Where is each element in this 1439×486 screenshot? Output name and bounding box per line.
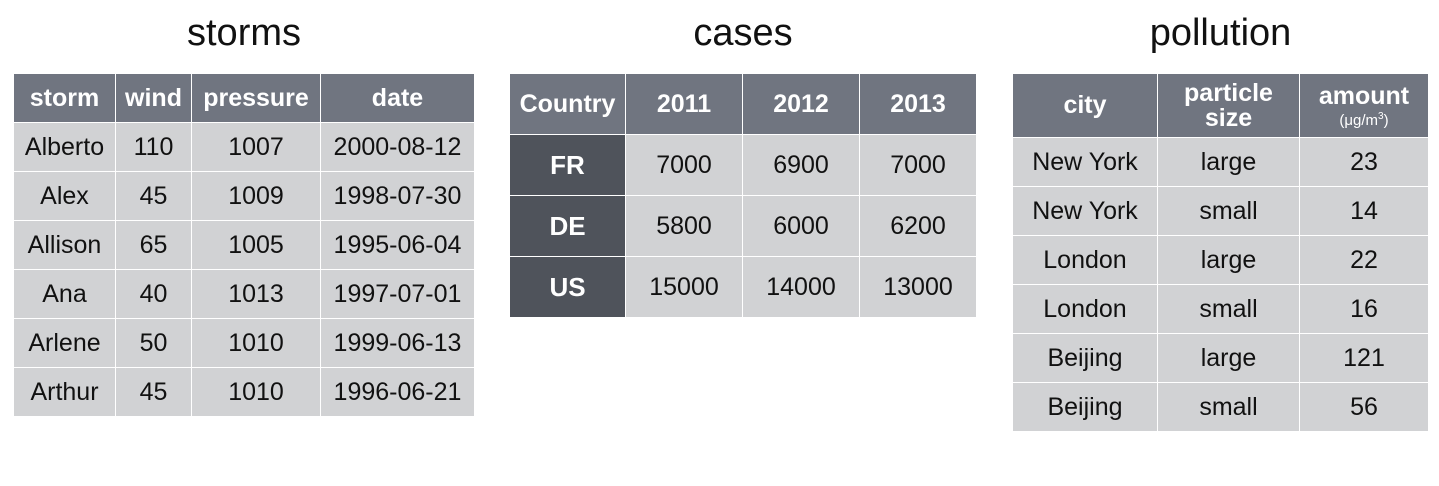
table-cell: 1999-06-13 xyxy=(320,318,475,368)
table-cell: Arthur xyxy=(13,367,116,417)
table-row: London small 16 xyxy=(1012,284,1429,334)
table-cell: 5800 xyxy=(625,195,743,257)
table-row: Alex 45 1009 1998-07-30 xyxy=(13,171,475,221)
storms-col-header: storm xyxy=(13,73,116,123)
storms-title: storms xyxy=(187,12,301,54)
storms-header-row: storm wind pressure date xyxy=(13,73,475,123)
table-cell: 50 xyxy=(115,318,192,368)
table-cell: 23 xyxy=(1299,137,1429,187)
table-cell: 22 xyxy=(1299,235,1429,285)
table-row: Ana 40 1013 1997-07-01 xyxy=(13,269,475,319)
table-row: Arthur 45 1010 1996-06-21 xyxy=(13,367,475,417)
country-cell: FR xyxy=(509,134,626,196)
table-cell: 16 xyxy=(1299,284,1429,334)
pollution-panel: pollution xyxy=(1013,14,1428,52)
table-cell: New York xyxy=(1012,186,1158,236)
table-cell: 45 xyxy=(115,367,192,417)
pollution-col-header: particle size xyxy=(1157,73,1300,138)
table-cell: Beijing xyxy=(1012,333,1158,383)
table-cell: 1998-07-30 xyxy=(320,171,475,221)
country-cell: DE xyxy=(509,195,626,257)
table-cell: 6200 xyxy=(859,195,977,257)
pollution-col-header: amount (μg/m3) xyxy=(1299,73,1429,138)
table-cell: 6900 xyxy=(742,134,860,196)
table-cell: 1009 xyxy=(191,171,321,221)
table-cell: Alex xyxy=(13,171,116,221)
cases-col-header: 2011 xyxy=(625,73,743,135)
table-row: Allison 65 1005 1995-06-04 xyxy=(13,220,475,270)
table-cell: 2000-08-12 xyxy=(320,122,475,172)
table-cell: 45 xyxy=(115,171,192,221)
table-cell: Ana xyxy=(13,269,116,319)
storms-col-header: wind xyxy=(115,73,192,123)
amount-unit-exp: 3 xyxy=(1378,110,1384,122)
cases-panel: cases xyxy=(510,14,976,52)
table-cell: Arlene xyxy=(13,318,116,368)
table-cell: small xyxy=(1157,186,1300,236)
table-row: Beijing large 121 xyxy=(1012,333,1429,383)
pollution-title: pollution xyxy=(1149,12,1292,54)
country-cell: US xyxy=(509,256,626,318)
storms-col-header: pressure xyxy=(191,73,321,123)
pollution-col-header: city xyxy=(1012,73,1158,138)
pollution-header-row: city particle size amount (μg/m3) xyxy=(1012,73,1429,138)
table-cell: 1013 xyxy=(191,269,321,319)
table-cell: small xyxy=(1157,284,1300,334)
table-cell: large xyxy=(1157,137,1300,187)
amount-label: amount xyxy=(1318,81,1410,110)
table-cell: Allison xyxy=(13,220,116,270)
table-row: New York small 14 xyxy=(1012,186,1429,236)
table-cell: 7000 xyxy=(859,134,977,196)
table-cell: 1007 xyxy=(191,122,321,172)
table-cell: 14000 xyxy=(742,256,860,318)
table-cell: 13000 xyxy=(859,256,977,318)
table-cell: 110 xyxy=(115,122,192,172)
amount-unit-prefix: (μg/m xyxy=(1339,111,1379,129)
cases-header-row: Country 2011 2012 2013 xyxy=(509,73,977,135)
table-cell: 56 xyxy=(1299,382,1429,432)
table-cell: 1996-06-21 xyxy=(320,367,475,417)
table-cell: large xyxy=(1157,235,1300,285)
cases-title: cases xyxy=(693,12,793,54)
table-cell: 1005 xyxy=(191,220,321,270)
table-cell: 7000 xyxy=(625,134,743,196)
table-cell: Beijing xyxy=(1012,382,1158,432)
table-row: Beijing small 56 xyxy=(1012,382,1429,432)
table-row: FR 7000 6900 7000 xyxy=(509,134,977,196)
table-cell: small xyxy=(1157,382,1300,432)
cases-col-header: Country xyxy=(509,73,626,135)
table-cell: 1997-07-01 xyxy=(320,269,475,319)
table-row: Alberto 110 1007 2000-08-12 xyxy=(13,122,475,172)
amount-unit: (μg/m3) xyxy=(1301,109,1428,129)
table-cell: 1995-06-04 xyxy=(320,220,475,270)
table-row: Arlene 50 1010 1999-06-13 xyxy=(13,318,475,368)
table-cell: New York xyxy=(1012,137,1158,187)
table-row: London large 22 xyxy=(1012,235,1429,285)
amount-unit-suffix: ) xyxy=(1383,111,1389,129)
table-row: New York large 23 xyxy=(1012,137,1429,187)
cases-table: Country 2011 2012 2013 FR 7000 6900 7000… xyxy=(509,73,977,318)
particle-size-label: particle size xyxy=(1184,78,1273,132)
table-cell: 1010 xyxy=(191,367,321,417)
table-cell: 6000 xyxy=(742,195,860,257)
table-cell: London xyxy=(1012,284,1158,334)
table-cell: 121 xyxy=(1299,333,1429,383)
table-cell: large xyxy=(1157,333,1300,383)
table-cell: 15000 xyxy=(625,256,743,318)
table-cell: 14 xyxy=(1299,186,1429,236)
table-row: DE 5800 6000 6200 xyxy=(509,195,977,257)
table-cell: 40 xyxy=(115,269,192,319)
cases-col-header: 2012 xyxy=(742,73,860,135)
table-cell: 1010 xyxy=(191,318,321,368)
table-cell: London xyxy=(1012,235,1158,285)
storms-table: storm wind pressure date Alberto 110 100… xyxy=(13,73,475,417)
pollution-table: city particle size amount (μg/m3) New Yo… xyxy=(1012,73,1429,432)
table-cell: Alberto xyxy=(13,122,116,172)
table-row: US 15000 14000 13000 xyxy=(509,256,977,318)
cases-col-header: 2013 xyxy=(859,73,977,135)
storms-panel: storms xyxy=(14,14,474,52)
storms-col-header: date xyxy=(320,73,475,123)
table-cell: 65 xyxy=(115,220,192,270)
